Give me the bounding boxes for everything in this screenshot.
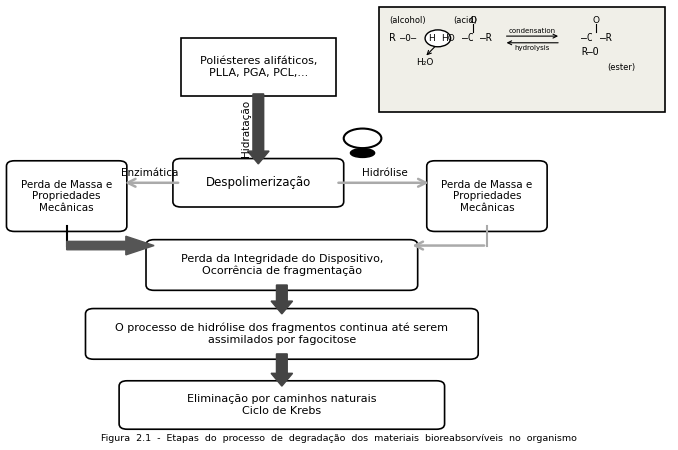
Text: O: O: [470, 16, 477, 25]
FancyBboxPatch shape: [7, 161, 127, 231]
Text: (alcohol): (alcohol): [389, 16, 426, 25]
Text: Poliésteres alifáticos,
PLLA, PGA, PCL,...: Poliésteres alifáticos, PLLA, PGA, PCL,.…: [199, 56, 317, 78]
Polygon shape: [247, 94, 269, 164]
Text: Hidratação: Hidratação: [241, 100, 252, 158]
Polygon shape: [271, 354, 293, 386]
Polygon shape: [66, 236, 154, 255]
Text: Eliminação por caminhos naturais
Ciclo de Krebs: Eliminação por caminhos naturais Ciclo d…: [187, 394, 376, 416]
Ellipse shape: [351, 148, 375, 157]
Text: Despolimerização: Despolimerização: [205, 176, 311, 189]
FancyBboxPatch shape: [173, 158, 344, 207]
Ellipse shape: [425, 30, 451, 47]
Text: —R: —R: [480, 33, 492, 43]
Text: Perda da Integridade do Dispositivo,
Ocorrência de fragmentação: Perda da Integridade do Dispositivo, Oco…: [180, 254, 383, 276]
Text: Perda de Massa e
Propriedades
Mecânicas: Perda de Massa e Propriedades Mecânicas: [441, 180, 532, 213]
Text: O processo de hidrólise dos fragmentos continua até serem
assimilados por fagoci: O processo de hidrólise dos fragmentos c…: [115, 323, 448, 345]
Text: —O—: —O—: [399, 34, 416, 43]
FancyBboxPatch shape: [380, 7, 665, 112]
Text: Enzimática: Enzimática: [121, 168, 178, 178]
Text: —C: —C: [581, 33, 593, 43]
Text: hydrolysis: hydrolysis: [515, 45, 550, 51]
Text: HO: HO: [441, 34, 455, 43]
Text: Perda de Massa e
Propriedades
Mecânicas: Perda de Massa e Propriedades Mecânicas: [21, 180, 113, 213]
FancyBboxPatch shape: [85, 309, 478, 359]
Text: O: O: [593, 16, 599, 25]
Text: —R: —R: [600, 33, 612, 43]
Polygon shape: [271, 285, 293, 314]
Text: R—O: R—O: [581, 47, 599, 57]
FancyBboxPatch shape: [146, 240, 418, 290]
Text: (acid): (acid): [454, 16, 477, 25]
Text: R: R: [389, 33, 397, 43]
Text: condensation: condensation: [508, 28, 556, 34]
Text: H₂O: H₂O: [416, 58, 433, 68]
Text: —C: —C: [462, 33, 474, 43]
FancyBboxPatch shape: [181, 38, 336, 96]
FancyBboxPatch shape: [119, 381, 445, 429]
FancyBboxPatch shape: [426, 161, 547, 231]
Text: Figura  2.1  -  Etapas  do  processo  de  degradação  dos  materiais  bioreabsor: Figura 2.1 - Etapas do processo de degra…: [101, 434, 577, 443]
Text: H: H: [428, 34, 435, 43]
Ellipse shape: [344, 129, 381, 148]
Text: Hidrólise: Hidrólise: [362, 168, 408, 178]
Text: (ester): (ester): [607, 63, 635, 72]
